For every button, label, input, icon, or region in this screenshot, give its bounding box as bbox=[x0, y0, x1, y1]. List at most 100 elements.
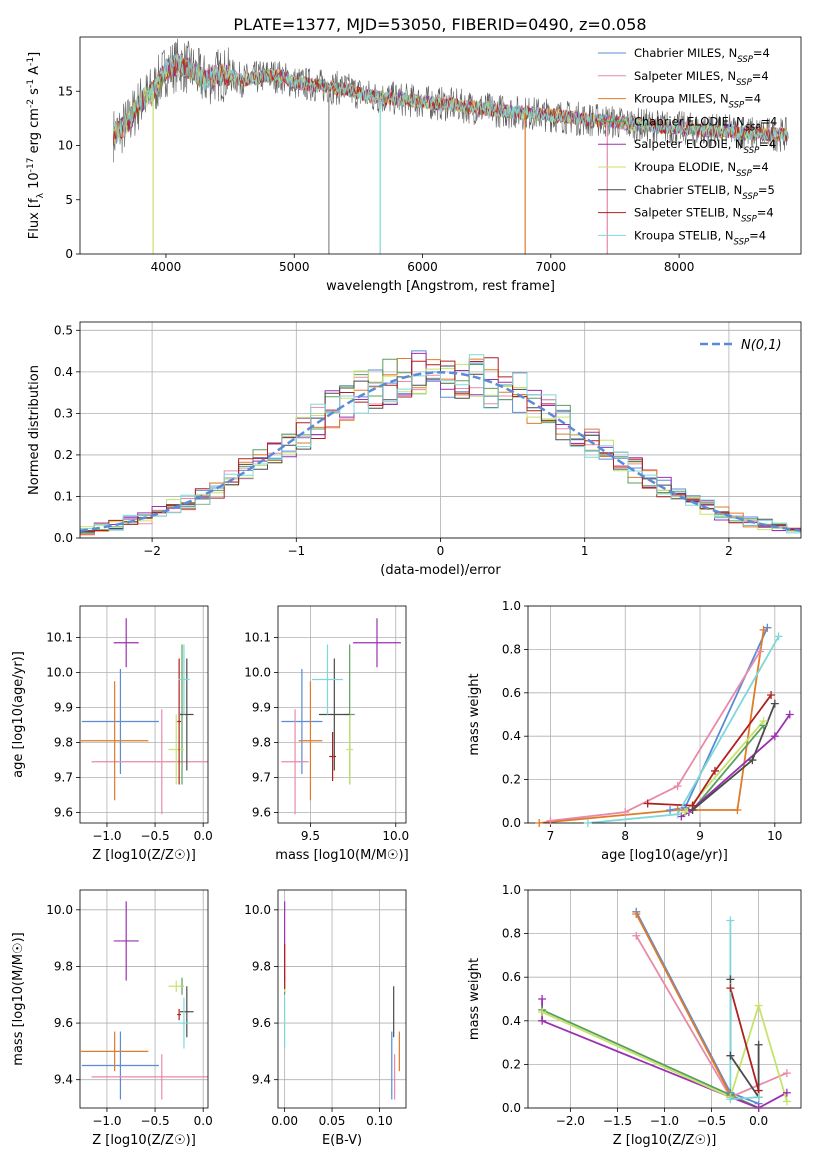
x-tick-label: 4000 bbox=[151, 260, 182, 274]
axes-frame bbox=[527, 889, 802, 1109]
axes-frame bbox=[79, 605, 209, 824]
x-axis-label: Z [log10(Z/Z☉)] bbox=[92, 1133, 196, 1148]
y-axis-label: mass [log10(M/M☉)] bbox=[11, 932, 26, 1065]
histogram-step bbox=[80, 352, 801, 532]
y-tick-label: 9.6 bbox=[54, 1016, 73, 1030]
weight-marker bbox=[782, 1097, 791, 1106]
y-tick-label: 9.6 bbox=[252, 1016, 271, 1030]
x-tick-label: 6000 bbox=[407, 260, 438, 274]
plot-area bbox=[281, 618, 401, 815]
weight-marker bbox=[748, 756, 757, 765]
y-tick-label: 9.7 bbox=[54, 771, 73, 785]
x-tick-label: −2 bbox=[143, 544, 161, 558]
x-tick-label: 0 bbox=[437, 544, 445, 558]
figure-title: PLATE=1377, MJD=53050, FIBERID=0490, z=0… bbox=[233, 15, 646, 34]
weight-line bbox=[680, 713, 791, 818]
weight-marker bbox=[535, 819, 544, 827]
x-tick-label: −1 bbox=[287, 544, 305, 558]
axes-frame bbox=[79, 36, 802, 255]
weight-line bbox=[539, 629, 765, 823]
histogram-step bbox=[80, 357, 801, 533]
plot-area bbox=[80, 618, 208, 815]
weight-marker bbox=[726, 1051, 735, 1060]
weight-marker bbox=[666, 805, 675, 814]
weight-marker bbox=[632, 909, 641, 918]
x-tick-label: 2 bbox=[725, 544, 733, 558]
y-axis-label: age [log10(age/yr)] bbox=[11, 651, 26, 778]
y-tick-label: 10.1 bbox=[46, 631, 73, 645]
x-tick-label: 0.0 bbox=[749, 1114, 768, 1128]
y-tick-label: 10 bbox=[58, 139, 73, 153]
weight-marker bbox=[782, 1069, 791, 1078]
weight-marker bbox=[538, 1016, 547, 1025]
x-tick-label: 7 bbox=[547, 829, 555, 843]
x-tick-label: 0.0 bbox=[194, 829, 213, 843]
legend-label: Salpeter STELIB, NSSP=4 bbox=[634, 206, 774, 225]
weight-marker bbox=[673, 810, 682, 819]
legend-label: Kroupa MILES, NSSP=4 bbox=[634, 92, 761, 111]
x-tick-label: 0.0 bbox=[194, 1114, 213, 1128]
y-tick-label: 0.2 bbox=[502, 773, 521, 787]
legend-label: Chabrier STELIB, NSSP=5 bbox=[634, 183, 775, 202]
weight-marker bbox=[673, 782, 682, 791]
weight-marker bbox=[710, 766, 719, 775]
chart-age_vs_mass: 9.5 10.0 9.6 9.7 9.8 9.9 10.0 10.1 mass [log10(M… bbox=[244, 605, 409, 863]
x-tick-label: 5000 bbox=[279, 260, 310, 274]
legend-label: Chabrier ELODIE, NSSP=4 bbox=[634, 114, 777, 133]
y-tick-label: 0.0 bbox=[502, 816, 521, 830]
weight-marker bbox=[733, 805, 742, 814]
weight-line bbox=[635, 911, 759, 1105]
weight-marker bbox=[538, 995, 547, 1003]
weight-marker bbox=[774, 632, 783, 641]
plot-area bbox=[539, 627, 791, 823]
legend-label: Kroupa STELIB, NSSP=4 bbox=[634, 228, 766, 247]
y-tick-label: 10.0 bbox=[46, 903, 73, 917]
weight-marker bbox=[755, 647, 764, 656]
weight-marker bbox=[538, 1008, 547, 1017]
y-tick-label: 0.1 bbox=[54, 489, 73, 503]
y-tick-label: 0.6 bbox=[502, 686, 521, 700]
chart-mass_vs_Z: −1.0 −0.5 0.0 9.4 9.6 9.8 10.0 Z [log10(Z/Z☉)] m… bbox=[11, 889, 213, 1148]
weight-marker bbox=[726, 975, 735, 984]
weight-marker bbox=[785, 710, 794, 719]
weight-marker bbox=[681, 808, 690, 817]
weight-marker bbox=[643, 799, 652, 808]
y-tick-label: 9.4 bbox=[252, 1073, 271, 1087]
y-tick-label: 0.8 bbox=[502, 927, 521, 941]
x-tick-label: 7000 bbox=[536, 260, 567, 274]
y-tick-label: 0.4 bbox=[502, 1014, 521, 1028]
x-tick-label: −0.5 bbox=[140, 829, 169, 843]
x-tick-label: 9 bbox=[696, 829, 704, 843]
spectrum-legend: Chabrier MILES, NSSP=4 Salpeter MILES, NS… bbox=[598, 46, 777, 247]
y-tick-label: 9.8 bbox=[54, 959, 73, 973]
y-axis-label: Normed distribution bbox=[27, 365, 42, 495]
weight-marker bbox=[754, 1040, 763, 1049]
y-tick-label: 0.4 bbox=[54, 365, 73, 379]
axes-frame bbox=[277, 889, 407, 1109]
y-tick-label: 0.2 bbox=[502, 1057, 521, 1071]
x-tick-label: 9.5 bbox=[301, 829, 320, 843]
x-tick-label: 0.00 bbox=[271, 1114, 298, 1128]
x-tick-label: 0.05 bbox=[319, 1114, 346, 1128]
y-tick-label: 0.3 bbox=[54, 406, 73, 420]
y-tick-label: 9.8 bbox=[252, 736, 271, 750]
weight-line bbox=[541, 1009, 759, 1108]
y-tick-label: 10.0 bbox=[244, 903, 271, 917]
histogram-step bbox=[80, 365, 801, 532]
legend-label: Salpeter MILES, NSSP=4 bbox=[634, 69, 769, 88]
weight-marker bbox=[688, 801, 697, 810]
x-tick-label: −2.0 bbox=[556, 1114, 585, 1128]
y-tick-label: 0.2 bbox=[54, 448, 73, 462]
y-tick-label: 1.0 bbox=[502, 599, 521, 613]
weight-marker bbox=[726, 916, 735, 925]
y-tick-label: 9.6 bbox=[54, 806, 73, 820]
x-axis-label: Z [log10(Z/Z☉)] bbox=[92, 848, 196, 863]
x-tick-label: 10 bbox=[767, 829, 782, 843]
y-axis-label: mass weight bbox=[467, 673, 482, 755]
y-tick-label: 9.9 bbox=[252, 701, 271, 715]
x-tick-label: 0.10 bbox=[366, 1114, 393, 1128]
weight-marker bbox=[754, 1093, 763, 1102]
weight-line bbox=[550, 651, 761, 822]
